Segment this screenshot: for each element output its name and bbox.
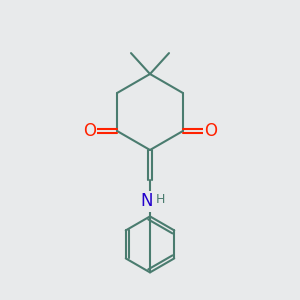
Text: N: N bbox=[141, 192, 153, 210]
Text: H: H bbox=[155, 193, 165, 206]
Text: O: O bbox=[83, 122, 96, 140]
Text: O: O bbox=[204, 122, 217, 140]
